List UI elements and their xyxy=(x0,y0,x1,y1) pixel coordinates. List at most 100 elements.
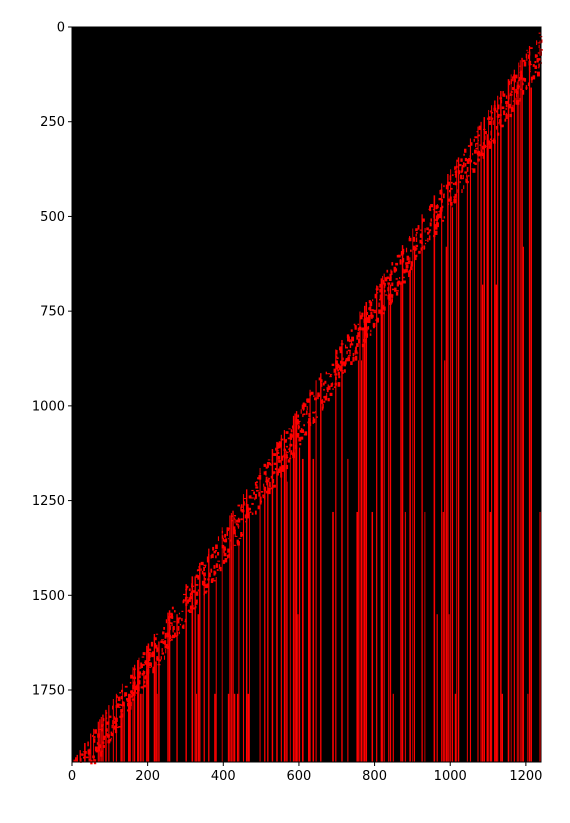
heatmap-cell xyxy=(120,704,124,707)
heatmap-cell xyxy=(119,691,122,694)
heatmap-cell xyxy=(493,105,496,110)
heatmap-cell xyxy=(265,480,268,483)
heatmap-cell xyxy=(233,529,236,531)
heatmap-cell xyxy=(391,294,394,297)
heatmap-cell xyxy=(146,649,149,654)
heatmap-cell xyxy=(423,245,426,250)
heatmap-cell xyxy=(488,140,491,145)
heatmap-cell xyxy=(386,276,389,280)
heatmap-stripe xyxy=(388,284,390,762)
heatmap-stripe xyxy=(286,481,288,762)
heatmap-cell xyxy=(349,343,352,348)
heatmap-cell xyxy=(243,498,247,500)
heatmap-cell xyxy=(410,262,413,267)
heatmap-cell xyxy=(333,368,336,373)
heatmap-stripe xyxy=(491,105,493,763)
heatmap-cell xyxy=(494,111,496,115)
heatmap-cell xyxy=(276,452,280,454)
heatmap-cell xyxy=(128,712,131,715)
heatmap-cell xyxy=(488,120,492,125)
heatmap-cell xyxy=(409,236,411,239)
heatmap-cell xyxy=(301,404,303,409)
heatmap-cell xyxy=(182,624,185,629)
heatmap-stripe xyxy=(404,511,406,762)
heatmap-cell xyxy=(116,726,119,729)
heatmap-cell xyxy=(277,468,281,473)
heatmap-stripe xyxy=(168,610,171,762)
heatmap-cell xyxy=(299,443,302,446)
heatmap-cell xyxy=(341,371,344,374)
heatmap-cell xyxy=(329,375,332,378)
heatmap-cell xyxy=(117,696,121,701)
heatmap-stripe xyxy=(264,489,266,762)
heatmap-stripe xyxy=(289,435,291,762)
heatmap-cell xyxy=(254,493,257,499)
heatmap-cell xyxy=(375,288,379,291)
heatmap-cell xyxy=(224,533,227,538)
heatmap-cell xyxy=(256,490,259,492)
heatmap-cell xyxy=(281,465,285,469)
heatmap-cell xyxy=(322,382,325,386)
heatmap-cell xyxy=(499,122,501,126)
heatmap-cell xyxy=(178,631,180,635)
heatmap-stripe xyxy=(230,513,232,762)
heatmap-cell xyxy=(280,472,283,478)
heatmap-cell xyxy=(171,606,174,610)
heatmap-cell xyxy=(324,380,327,384)
heatmap-cell xyxy=(492,139,496,144)
heatmap-stripe xyxy=(112,699,114,762)
heatmap-cell xyxy=(365,324,367,329)
heatmap-stripe xyxy=(185,584,187,762)
heatmap-cell xyxy=(391,262,394,266)
heatmap-cell xyxy=(173,621,176,623)
heatmap-cell xyxy=(203,591,207,594)
heatmap-stripe xyxy=(79,750,81,762)
heatmap-cell xyxy=(98,728,102,730)
heatmap-cell xyxy=(341,370,344,372)
heatmap-cell xyxy=(197,569,199,572)
heatmap-cell xyxy=(400,252,404,256)
heatmap-cell xyxy=(161,652,165,655)
heatmap-stripe xyxy=(108,705,110,762)
heatmap-cell xyxy=(92,755,95,759)
heatmap-cell xyxy=(520,74,523,80)
heatmap-cell xyxy=(395,268,398,272)
heatmap-cell xyxy=(477,158,480,162)
heatmap-cell xyxy=(263,463,267,467)
heatmap-cell xyxy=(368,307,371,310)
heatmap-cell xyxy=(231,515,234,517)
heatmap-cell xyxy=(370,309,374,311)
heatmap-stripe xyxy=(227,693,230,762)
heatmap-cell xyxy=(346,350,348,355)
heatmap-cell xyxy=(505,95,508,99)
heatmap-cell xyxy=(100,750,104,752)
heatmap-cell xyxy=(237,504,241,507)
heatmap-cell xyxy=(147,663,150,667)
heatmap-cell xyxy=(217,536,220,542)
heatmap-cell xyxy=(296,433,300,438)
heatmap-cell xyxy=(120,689,124,693)
heatmap-cell xyxy=(478,125,482,130)
heatmap-cell xyxy=(383,306,386,311)
heatmap-cell xyxy=(449,189,451,193)
heatmap-cell xyxy=(114,725,117,730)
heatmap-cell xyxy=(185,603,188,606)
heatmap-cell xyxy=(435,218,438,222)
heatmap-cell xyxy=(368,300,371,304)
heatmap-cell xyxy=(464,157,468,162)
heatmap-cell xyxy=(326,392,328,398)
heatmap-cell xyxy=(336,357,339,360)
heatmap-cell xyxy=(292,433,294,437)
heatmap-cell xyxy=(334,373,338,376)
heatmap-cell xyxy=(361,312,364,317)
heatmap-cell xyxy=(528,60,532,66)
heatmap-cell xyxy=(434,225,438,230)
heatmap-cell xyxy=(183,599,185,604)
heatmap-cell xyxy=(98,744,102,749)
heatmap-cell xyxy=(206,558,210,563)
heatmap-cell xyxy=(489,110,491,112)
heatmap-cell xyxy=(364,328,367,331)
heatmap-cell xyxy=(132,675,134,678)
heatmap-cell xyxy=(357,323,360,326)
heatmap-cell xyxy=(497,104,500,110)
